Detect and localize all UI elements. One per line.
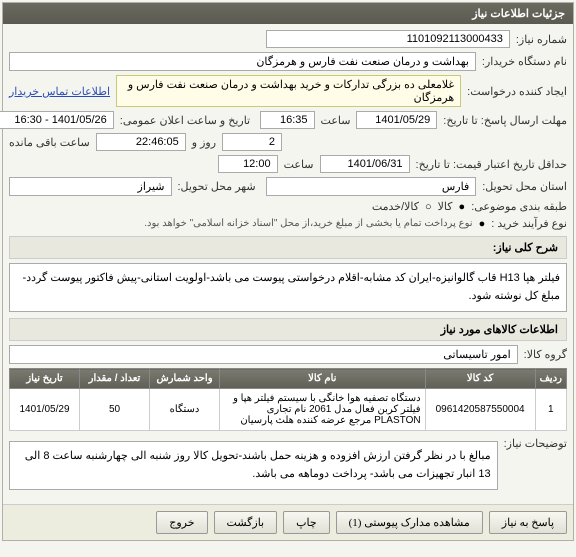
col-unit: واحد شمارش [150,369,220,389]
close-button[interactable]: خروج [156,511,207,534]
cell-name: دستگاه تصفیه هوا خانگی با سیستم فیلتر هپ… [220,389,426,431]
deadline-date: 1401/05/29 [356,111,437,129]
col-code: کد کالا [425,369,535,389]
validity-label: حداقل تاریخ اعتبار قیمت: تا تاریخ: [416,158,567,171]
desc-text: فیلتر هپا H13 قاب گالوانیزه-ایران کد مشا… [9,263,567,312]
group-value: امور تاسیساتی [9,345,518,364]
panel-body: شماره نیاز: 1101092113000433 نام دستگاه … [3,24,573,504]
items-table: ردیف کد کالا نام کالا واحد شمارش تعداد /… [9,368,567,431]
need-no-value: 1101092113000433 [266,30,510,48]
validity-date: 1401/06/31 [320,155,410,173]
cell-date: 1401/05/29 [10,389,80,431]
radio-goods-icon[interactable]: ● [459,201,466,213]
city-label: شهر محل تحویل: [178,180,256,193]
attachments-button[interactable]: مشاهده مدارک پیوستی (1) [336,511,483,534]
days-after: 2 [222,133,282,151]
deadline-label: مهلت ارسال پاسخ: تا تاریخ: [443,114,567,127]
province-label: استان محل تحویل: [482,180,567,193]
announce-label: تاریخ و ساعت اعلان عمومی: [120,114,250,127]
process-note: نوع پرداخت تمام یا بخشی از مبلغ خرید،از … [144,218,472,229]
creator-value: غلامعلی ده بزرگی تدارکات و خرید بهداشت و… [116,75,461,107]
table-row[interactable]: 1 0961420587550004 دستگاه تصفیه هوا خانگ… [10,389,567,431]
desc-title: شرح کلی نیاز: [9,236,567,259]
items-title: اطلاعات کالاهای مورد نیاز [9,318,567,341]
remain-time: 22:46:05 [96,133,186,151]
back-button[interactable]: بازگشت [214,511,278,534]
col-date: تاریخ نیاز [10,369,80,389]
validity-time: 12:00 [218,155,278,173]
deadline-time: 16:35 [260,111,314,129]
cell-idx: 1 [535,389,566,431]
city-value: شیراز [9,177,172,196]
days-after-label: روز و [192,136,216,149]
button-row: پاسخ به نیاز مشاهده مدارک پیوستی (1) چاپ… [3,504,573,540]
hour-label-1: ساعت [321,114,351,127]
process-check-icon: ● [479,218,486,230]
cell-code: 0961420587550004 [425,389,535,431]
category-label: طبقه بندی موضوعی: [471,200,567,213]
col-name: نام کالا [220,369,426,389]
org-value: بهداشت و درمان صنعت نفت فارس و هرمزگان [9,52,476,71]
province-value: فارس [266,177,477,196]
details-panel: جزئیات اطلاعات نیاز شماره نیاز: 11010921… [2,2,574,541]
remain-label: ساعت باقی مانده [9,136,90,149]
cat-goods: کالا [438,200,453,213]
announce-value: 1401/05/26 - 16:30 [0,111,114,129]
org-label: نام دستگاه خریدار: [482,55,567,68]
radio-services-icon[interactable]: ○ [425,201,432,213]
need-no-label: شماره نیاز: [516,33,567,46]
notes-text: مبالغ با در نظر گرفتن ارزش افزوده و هزین… [9,441,498,490]
reply-button[interactable]: پاسخ به نیاز [489,511,567,534]
cell-qty: 50 [80,389,150,431]
group-label: گروه کالا: [524,348,567,361]
col-qty: تعداد / مقدار [80,369,150,389]
cat-services: کالا/خدمت [372,200,419,213]
hour-label-2: ساعت [284,158,314,171]
print-button[interactable]: چاپ [283,511,330,534]
notes-label: توضیحات نیاز: [504,437,567,450]
col-row: ردیف [535,369,566,389]
creator-label: ایجاد کننده درخواست: [467,85,567,98]
process-label: نوع فرآیند خرید : [491,217,567,230]
cell-unit: دستگاه [150,389,220,431]
contact-link[interactable]: اطلاعات تماس خریدار [9,85,110,98]
panel-title: جزئیات اطلاعات نیاز [3,3,573,24]
